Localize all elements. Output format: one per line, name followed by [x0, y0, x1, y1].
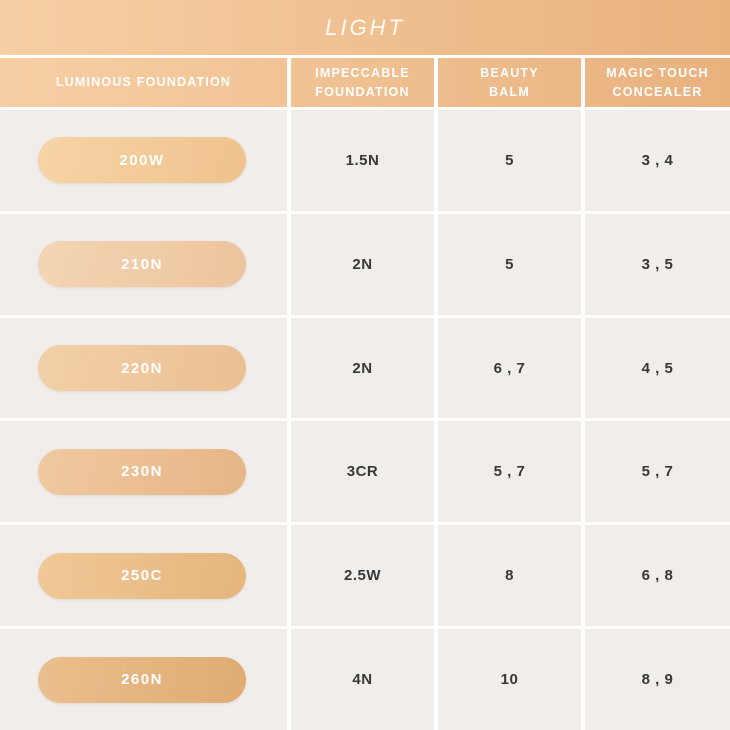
shade-swatch-cell: 250C [0, 525, 287, 627]
column-header-impeccable-foundation: IMPECCABLE FOUNDATION [315, 66, 410, 99]
column-divider [581, 58, 585, 107]
shade-swatch: 220N [38, 345, 246, 392]
magic-touch-concealer-value: 4 , 5 [585, 317, 730, 419]
beauty-balm-value: 5 [438, 213, 581, 315]
impeccable-foundation-value: 2N [291, 317, 434, 419]
shade-swatch-cell: 230N [0, 421, 287, 523]
shade-label: 210N [121, 255, 163, 273]
magic-touch-concealer-value: 3 , 5 [585, 213, 730, 315]
category-title: LIGHT [325, 14, 405, 40]
column-divider [434, 58, 438, 107]
table-row: 260N 4N 10 8 , 9 [0, 629, 730, 730]
impeccable-foundation-value: 2N [291, 213, 434, 315]
shade-label: 200W [119, 151, 165, 169]
magic-touch-concealer-value: 8 , 9 [585, 629, 730, 730]
impeccable-foundation-value: 2.5W [291, 525, 434, 627]
shade-label: 250C [121, 567, 163, 585]
impeccable-foundation-value: 1.5N [291, 110, 434, 211]
beauty-balm-value: 5 [438, 110, 581, 211]
table-row: 250C 2.5W 8 6 , 8 [0, 525, 730, 627]
column-header-luminous-foundation: LUMINOUS FOUNDATION [55, 75, 232, 90]
shade-swatch-cell: 200W [0, 110, 287, 211]
shade-swatch-cell: 210N [0, 213, 287, 315]
magic-touch-concealer-value: 6 , 8 [585, 525, 730, 627]
impeccable-foundation-value: 3CR [291, 421, 434, 523]
magic-touch-concealer-value: 5 , 7 [585, 421, 730, 523]
category-banner: LIGHT [0, 0, 730, 55]
table-row: 210N 2N 5 3 , 5 [0, 213, 730, 315]
magic-touch-concealer-value: 3 , 4 [585, 110, 730, 211]
shade-swatch-cell: 260N [0, 629, 287, 730]
shade-label: 220N [121, 359, 163, 377]
table-body: 200W 1.5N 5 3 , 4 210N 2N 5 3 , 5 220N [0, 110, 730, 730]
column-header-magic-touch-concealer: MAGIC TOUCH CONCEALER [606, 66, 709, 99]
shade-label: 230N [121, 463, 163, 481]
table-row: 230N 3CR 5 , 7 5 , 7 [0, 421, 730, 523]
table-header: LUMINOUS FOUNDATION IMPECCABLE FOUNDATIO… [0, 58, 730, 107]
column-header-beauty-balm: BEAUTY BALM [480, 66, 539, 99]
beauty-balm-value: 10 [438, 629, 581, 730]
shade-swatch: 250C [38, 552, 246, 599]
beauty-balm-value: 6 , 7 [438, 317, 581, 419]
shade-swatch-cell: 220N [0, 317, 287, 419]
shade-swatch: 260N [38, 656, 246, 703]
shade-swatch: 200W [38, 137, 246, 184]
shade-label: 260N [121, 671, 163, 689]
beauty-balm-value: 8 [438, 525, 581, 627]
impeccable-foundation-value: 4N [291, 629, 434, 730]
beauty-balm-value: 5 , 7 [438, 421, 581, 523]
column-divider [287, 58, 291, 107]
shade-swatch: 230N [38, 448, 246, 495]
shade-swatch: 210N [38, 241, 246, 288]
table-row: 200W 1.5N 5 3 , 4 [0, 110, 730, 211]
table-row: 220N 2N 6 , 7 4 , 5 [0, 317, 730, 419]
